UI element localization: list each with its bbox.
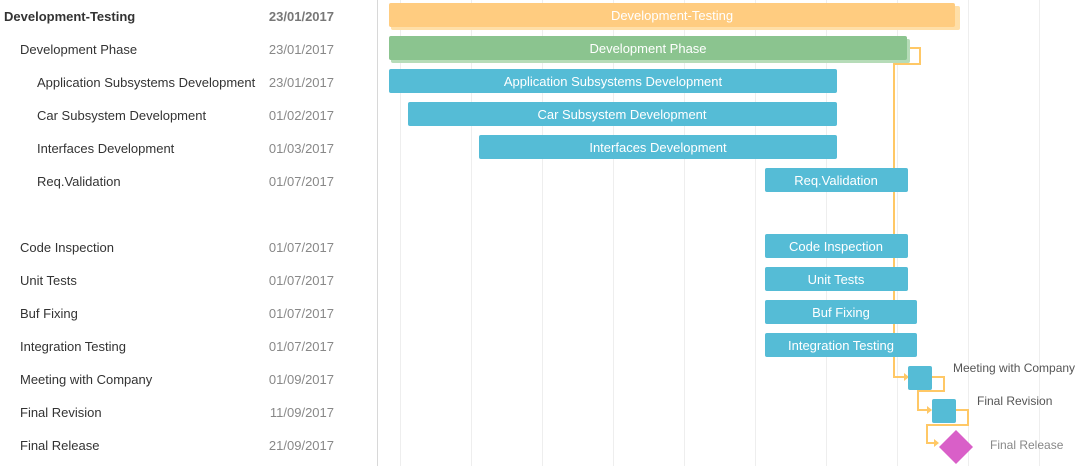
task-grid: Development-Testing 23/01/2017 Developme… <box>0 0 378 466</box>
task-name: Development-Testing <box>4 9 136 24</box>
gantt-bar-req-validation[interactable]: Req.Validation <box>765 168 908 192</box>
gantt-bar-buf-fixing[interactable]: Buf Fixing <box>765 300 917 324</box>
bar-fill <box>765 267 908 291</box>
task-start-date: 01/09/2017 <box>268 372 334 387</box>
gantt-bar-integration-testing[interactable]: Integration Testing <box>765 333 917 357</box>
grid-row-buf-fixing[interactable]: Buf Fixing 01/07/2017 <box>0 297 378 330</box>
link-arrow-icon <box>934 439 939 447</box>
bar-label: Integration Testing <box>788 338 894 353</box>
task-start-date: 23/01/2017 <box>268 42 334 57</box>
bar-fill <box>908 366 932 390</box>
gantt-canvas: Development-Testing Development Phase Ap… <box>389 0 1075 466</box>
task-name: Interfaces Development <box>37 141 175 156</box>
gantt-bar-development-phase[interactable]: Development Phase <box>389 36 910 63</box>
link-arrow-icon <box>904 373 909 381</box>
task-name: Integration Testing <box>20 339 126 354</box>
task-start-date: 23/01/2017 <box>268 75 334 90</box>
task-name: Car Subsystem Development <box>37 108 207 123</box>
gantt-bar-car-subsystem-development[interactable]: Car Subsystem Development <box>408 102 837 126</box>
task-start-date: 01/07/2017 <box>268 174 334 189</box>
grid-row-final-revision[interactable]: Final Revision 11/09/2017 <box>0 396 378 429</box>
gantt-bar-final-revision[interactable]: Final Revision <box>932 394 1052 423</box>
grid-row-meeting-with-company[interactable]: Meeting with Company 01/09/2017 <box>0 363 378 396</box>
grid-row-interfaces-development[interactable]: Interfaces Development 01/03/2017 <box>0 132 378 165</box>
grid-row-blank <box>0 198 378 231</box>
bar-label: Code Inspection <box>789 239 883 254</box>
bar-fill <box>765 300 917 324</box>
bar-fill <box>389 69 837 93</box>
bar-fill <box>479 135 837 159</box>
grid-row-final-release[interactable]: Final Release 21/09/2017 <box>0 429 378 462</box>
grid-chart-divider[interactable] <box>377 0 378 466</box>
task-start-date: 21/09/2017 <box>268 438 334 453</box>
task-start-date: 01/02/2017 <box>268 108 334 123</box>
bar-fill <box>765 168 908 192</box>
bar-label: Development Phase <box>589 41 706 56</box>
task-name: Unit Tests <box>20 273 77 288</box>
bar-side-label: Meeting with Company <box>953 361 1075 375</box>
task-name: Final Revision <box>20 405 102 420</box>
task-name: Final Release <box>20 438 100 453</box>
gantt-milestone-final-release[interactable]: Final Release <box>939 430 1064 464</box>
task-start-date: 01/07/2017 <box>268 306 334 321</box>
bar-label: Development-Testing <box>611 8 733 23</box>
grid-row-car-subsystem-development[interactable]: Car Subsystem Development 01/02/2017 <box>0 99 378 132</box>
grid-row-code-inspection[interactable]: Code Inspection 01/07/2017 <box>0 231 378 264</box>
task-start-date: 01/03/2017 <box>268 141 334 156</box>
bar-fill <box>408 102 837 126</box>
task-name: Application Subsystems Development <box>37 75 256 90</box>
bar-label: Req.Validation <box>794 173 878 188</box>
bar-label: Unit Tests <box>808 272 865 287</box>
task-name: Req.Validation <box>37 174 121 189</box>
task-name: Meeting with Company <box>20 372 153 387</box>
bar-label: Car Subsystem Development <box>537 107 706 122</box>
bar-fill <box>932 399 956 423</box>
grid-row-unit-tests[interactable]: Unit Tests 01/07/2017 <box>0 264 378 297</box>
milestone-diamond-icon <box>939 430 973 464</box>
gantt-timeline: Development-Testing Development Phase Ap… <box>378 0 1087 466</box>
grid-row-req-validation[interactable]: Req.Validation 01/07/2017 <box>0 165 378 198</box>
gantt-bar-code-inspection[interactable]: Code Inspection <box>765 234 908 258</box>
grid-row-application-subsystems-development[interactable]: Application Subsystems Development 23/01… <box>0 66 378 99</box>
gantt-bar-unit-tests[interactable]: Unit Tests <box>765 267 908 291</box>
bar-fill <box>765 234 908 258</box>
task-start-date: 01/07/2017 <box>268 240 334 255</box>
bar-fill <box>765 333 917 357</box>
bar-label: Interfaces Development <box>589 140 727 155</box>
task-start-date: 01/07/2017 <box>268 339 334 354</box>
bar-side-label: Final Release <box>990 438 1064 452</box>
task-start-date: 11/09/2017 <box>269 405 334 420</box>
task-name: Development Phase <box>20 42 138 57</box>
grid-row-development-testing[interactable]: Development-Testing 23/01/2017 <box>0 0 378 33</box>
dependency-link[interactable] <box>917 376 945 411</box>
grid-row-integration-testing[interactable]: Integration Testing 01/07/2017 <box>0 330 378 363</box>
dependency-link[interactable] <box>926 409 969 444</box>
bar-fill <box>389 36 907 60</box>
grid-row-development-phase[interactable]: Development Phase 23/01/2017 <box>0 33 378 66</box>
bar-fill <box>389 3 955 27</box>
dependency-link[interactable] <box>893 47 921 378</box>
bar-label: Buf Fixing <box>812 305 870 320</box>
task-name: Code Inspection <box>20 240 114 255</box>
gantt-bar-interfaces-development[interactable]: Interfaces Development <box>479 135 837 159</box>
gantt-bar-meeting-with-company[interactable]: Meeting with Company <box>908 361 1075 390</box>
dependency-links <box>893 47 969 447</box>
bar-side-label: Final Revision <box>977 394 1052 408</box>
task-start-date: 23/01/2017 <box>268 9 334 24</box>
task-name: Buf Fixing <box>20 306 78 321</box>
link-arrow-icon <box>927 406 932 414</box>
gantt-bar-development-testing[interactable]: Development-Testing <box>389 3 960 30</box>
bar-label: Application Subsystems Development <box>504 74 723 89</box>
gantt-bar-application-subsystems-development[interactable]: Application Subsystems Development <box>389 69 837 93</box>
task-start-date: 01/07/2017 <box>268 273 334 288</box>
